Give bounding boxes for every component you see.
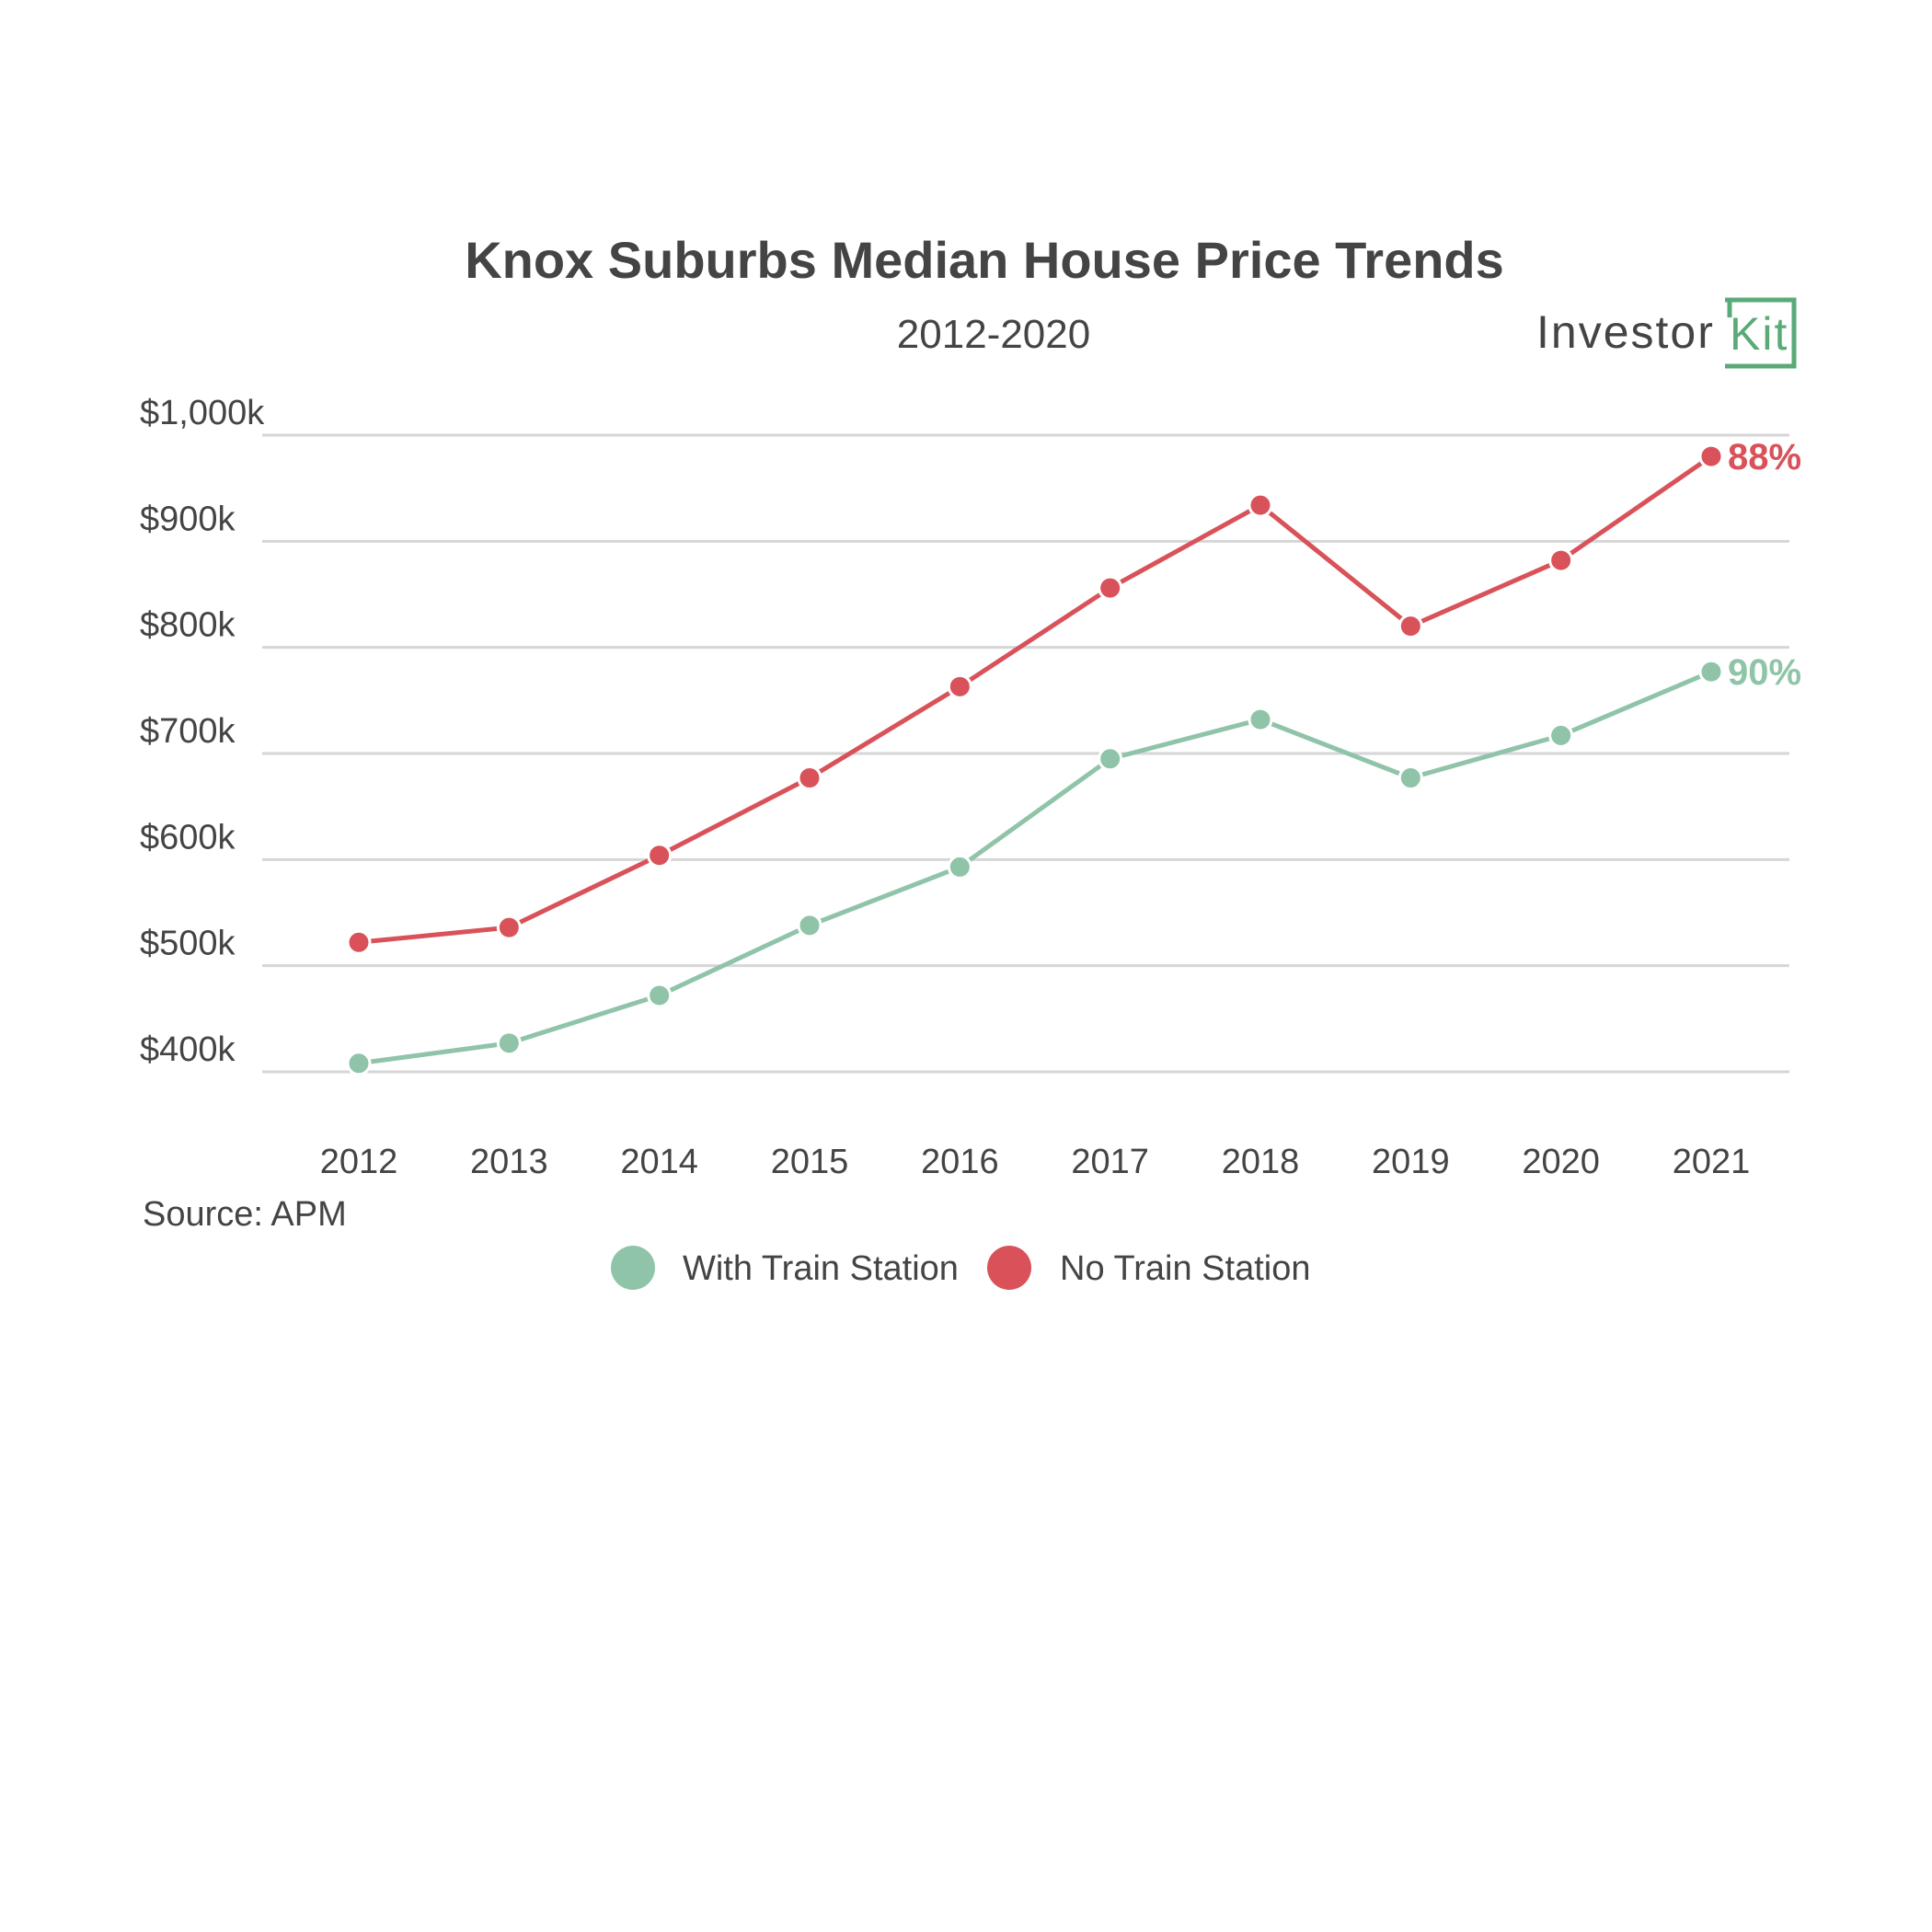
- data-point: [1397, 614, 1423, 639]
- series-lines: 90% 88%: [346, 437, 1801, 1076]
- legend-label: No Train Station: [1060, 1249, 1310, 1288]
- brand-frame: [1725, 297, 1797, 369]
- x-tick-label: 2016: [921, 1143, 999, 1181]
- data-point: [797, 913, 822, 938]
- end-label: 90%: [1728, 652, 1801, 693]
- data-point: [797, 765, 822, 791]
- data-point: [1698, 443, 1724, 469]
- data-point: [947, 673, 972, 699]
- series-line: [358, 669, 1712, 1066]
- data-point: [1098, 575, 1123, 601]
- data-point: [947, 854, 972, 880]
- source-note: Source: APM: [143, 1195, 347, 1234]
- series-line: [358, 454, 1713, 945]
- x-tick-label: 2017: [1071, 1143, 1149, 1181]
- data-point: [1698, 659, 1724, 684]
- x-tick-label: 2020: [1522, 1143, 1600, 1181]
- x-tick-label: 2012: [320, 1143, 398, 1181]
- data-point: [496, 914, 522, 940]
- x-tick-label: 2013: [470, 1143, 548, 1181]
- y-tick-label: $900k: [140, 500, 236, 538]
- y-axis-labels: $400k $500k $600k $700k $800k $900k $1,000k: [140, 394, 265, 1069]
- legend-label: With Train Station: [683, 1249, 959, 1288]
- data-point: [1548, 722, 1574, 748]
- legend-marker: [987, 1246, 1031, 1290]
- y-tick-label: $600k: [140, 818, 236, 857]
- end-label: 88%: [1728, 437, 1801, 477]
- data-point: [1548, 547, 1574, 573]
- chart-title: Knox Suburbs Median House Price Trends: [465, 231, 1504, 289]
- x-axis-labels: 2012 2013 2014 2015 2016 2017 2018 2019 2020 2021: [320, 1143, 1751, 1181]
- x-tick-label: 2015: [771, 1143, 849, 1181]
- brand-prefix: Investor: [1536, 306, 1715, 358]
- data-point: [1098, 746, 1123, 772]
- brand-suffix: Kit: [1730, 308, 1788, 360]
- x-tick-label: 2021: [1673, 1143, 1751, 1181]
- brand-k-mark: Kit: [1725, 297, 1797, 369]
- y-tick-label: $500k: [140, 925, 236, 963]
- x-tick-label: 2019: [1372, 1143, 1450, 1181]
- grid-lines: [262, 433, 1789, 1074]
- y-tick-label: $700k: [140, 712, 236, 751]
- data-point: [1248, 707, 1273, 732]
- y-tick-label: $400k: [140, 1030, 236, 1069]
- x-tick-label: 2014: [620, 1143, 698, 1181]
- chart-subtitle: 2012-2020: [897, 312, 1090, 357]
- legend-marker: [611, 1246, 655, 1290]
- data-point: [1397, 765, 1423, 791]
- y-tick-label: $1,000k: [140, 394, 265, 432]
- series-with-train-station: 90%: [346, 652, 1801, 1076]
- data-point: [346, 1051, 372, 1076]
- brand-logo: Investor Kit: [1536, 297, 1797, 369]
- x-tick-label: 2018: [1222, 1143, 1300, 1181]
- series-no-train-station: 88%: [346, 437, 1801, 955]
- data-point: [496, 1030, 522, 1056]
- data-point: [346, 929, 372, 955]
- data-point: [1248, 492, 1273, 518]
- data-point: [647, 843, 673, 868]
- data-point: [647, 983, 673, 1008]
- y-tick-label: $800k: [140, 606, 236, 645]
- legend: With Train Station No Train Station: [611, 1246, 1310, 1290]
